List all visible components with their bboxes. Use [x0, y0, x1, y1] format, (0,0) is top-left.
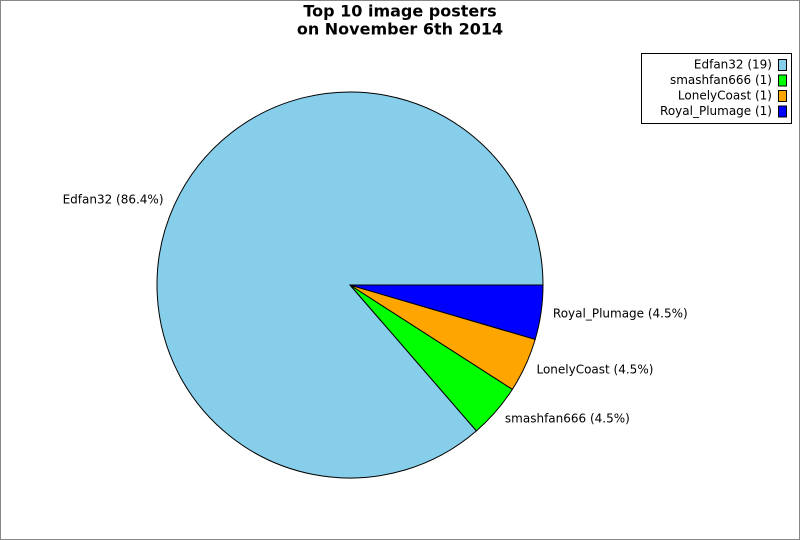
legend-label: Royal_Plumage (1) [660, 104, 772, 118]
slice-label: LonelyCoast (4.5%) [536, 363, 653, 377]
slice-label: Edfan32 (86.4%) [63, 192, 164, 206]
legend-swatch [778, 105, 787, 118]
chart-title: Top 10 image posters [303, 2, 496, 21]
pie-slice [349, 284, 544, 340]
slice-label: Royal_Plumage (4.5%) [553, 307, 688, 321]
legend-label: smashfan666 (1) [670, 73, 772, 87]
legend-label: Edfan32 (19) [694, 58, 772, 72]
legend-label: LonelyCoast (1) [678, 89, 772, 103]
legend-swatch [778, 74, 787, 87]
legend-swatch [778, 90, 787, 102]
legend-swatch [778, 59, 787, 71]
legend-box [641, 53, 792, 124]
chart-subtitle: on November 6th 2014 [297, 20, 503, 39]
slice-label: smashfan666 (4.5%) [505, 412, 630, 426]
